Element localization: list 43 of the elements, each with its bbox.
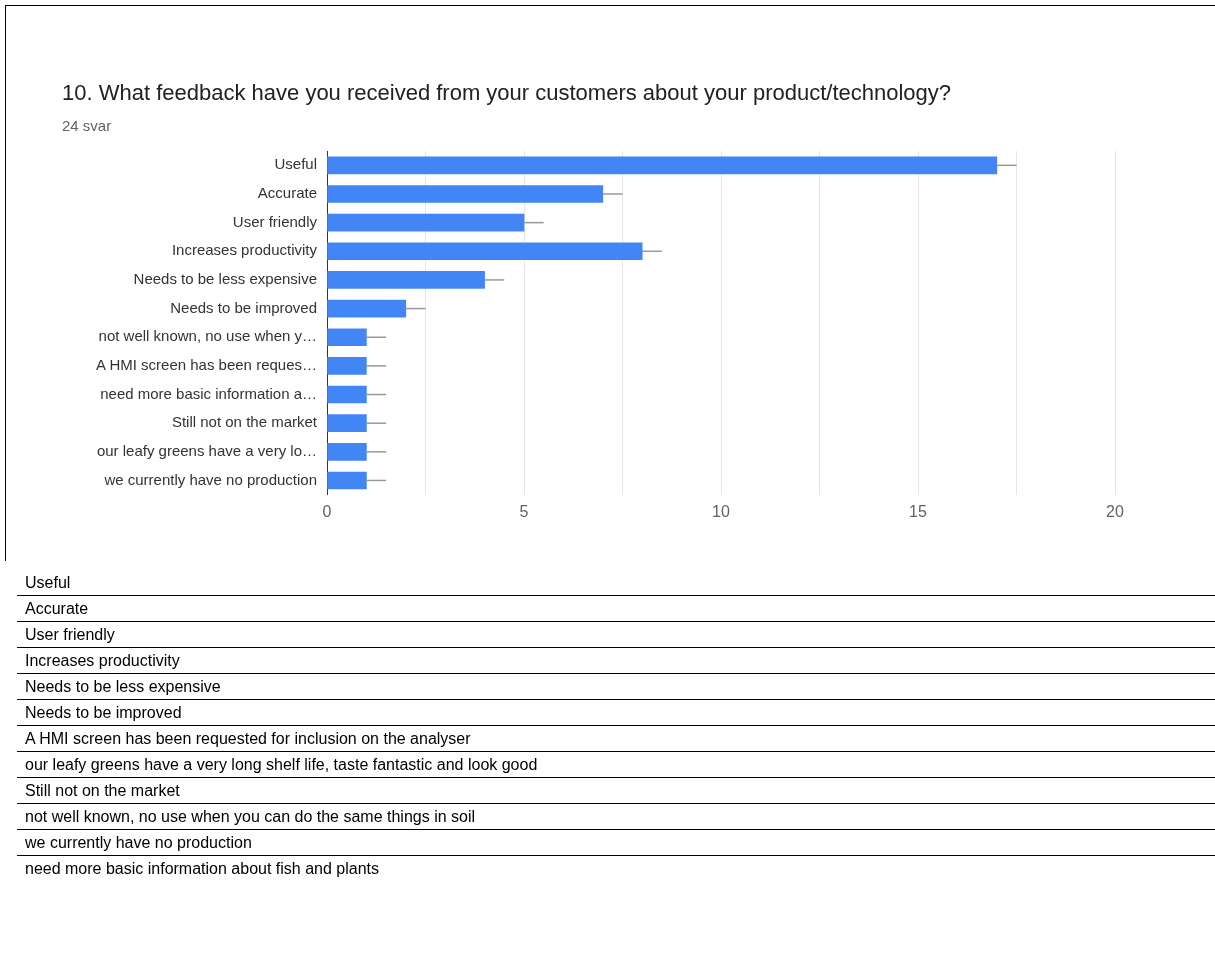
- bar: [327, 414, 367, 433]
- bar: [327, 328, 367, 347]
- text: our leafy greens have a very long shelf life, taste fantastic and look good: [17, 751, 1215, 778]
- text: not well known, no use when you can do the same things in soil: [17, 803, 1215, 830]
- y-tick-label: need more basic information a…: [100, 384, 317, 402]
- x-tick-label: 20: [1106, 502, 1124, 520]
- text: Accurate: [17, 595, 1215, 622]
- y-tick-label: A HMI screen has been reques…: [96, 356, 317, 374]
- y-tick-label: our leafy greens have a very lo…: [96, 441, 317, 459]
- x-tick-label: 0: [322, 502, 332, 520]
- y-tick-label: Needs to be improved: [170, 298, 317, 316]
- y-tick-label: Increases productivity: [171, 241, 318, 259]
- text: 24 svar: [62, 117, 112, 134]
- x-tick-label: 10: [712, 502, 730, 520]
- bar: [327, 443, 367, 461]
- y-tick-label: Accurate: [257, 184, 317, 202]
- text: need more basic information about fish and plants: [24, 858, 380, 879]
- bar: [327, 271, 485, 289]
- bar: [327, 213, 525, 232]
- text: Increases productivity: [17, 647, 1215, 674]
- text: we currently have no production: [17, 829, 1215, 856]
- text: Still not on the market: [17, 777, 1215, 804]
- x-tick-label: 15: [909, 502, 927, 520]
- bar: [327, 471, 367, 490]
- y-tick-label: Needs to be less expensive: [133, 270, 317, 288]
- y-tick-label: User friendly: [232, 212, 318, 230]
- text: A HMI screen has been requested for inclusion on the analyser: [17, 725, 1215, 752]
- chart-title: 10. What feedback have you received from your customers about your product/technology?: [62, 80, 952, 106]
- y-tick-label: we currently have no production: [103, 470, 317, 488]
- bar: [327, 156, 998, 175]
- bar: [327, 242, 643, 261]
- y-tick-label: not well known, no use when y…: [98, 327, 317, 345]
- x-tick-label: 5: [519, 502, 529, 520]
- bar: [327, 185, 604, 203]
- text: User friendly: [17, 621, 1215, 648]
- text: Needs to be improved: [17, 699, 1215, 726]
- bar: [327, 299, 407, 318]
- bar: [327, 357, 367, 375]
- bar: [327, 385, 367, 404]
- text: Needs to be less expensive: [17, 673, 1215, 700]
- y-tick-label: Useful: [274, 155, 317, 173]
- y-tick-label: Still not on the market: [171, 413, 318, 431]
- text: Useful: [17, 570, 1215, 596]
